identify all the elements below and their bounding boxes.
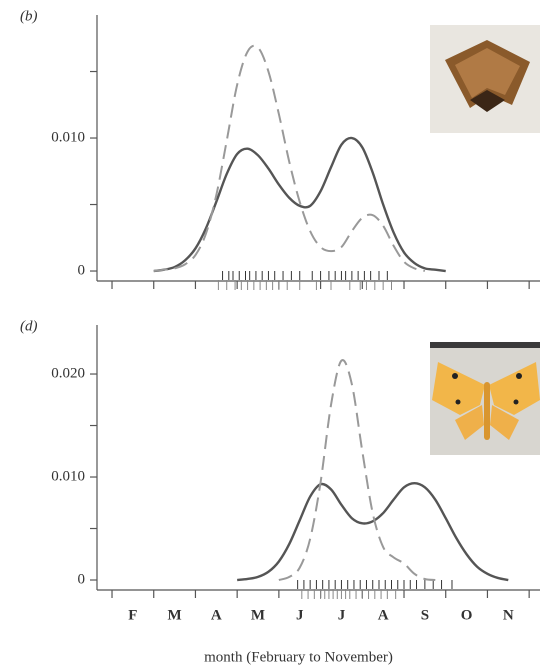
x-tick-label: J [296, 607, 304, 623]
x-tick-label: J [338, 607, 346, 623]
density-line [237, 481, 509, 582]
moth-photo-1 [430, 25, 540, 133]
x-tick-label: O [461, 607, 473, 623]
x-tick-label: S [421, 607, 429, 623]
panel-label: (d) [20, 318, 38, 334]
x-tick-label: M [251, 607, 265, 623]
y-tick-label: 0 [78, 571, 86, 587]
y-tick-label: 0 [78, 262, 86, 278]
x-tick-label: F [128, 607, 137, 623]
x-tick-label: M [168, 607, 182, 623]
density-line [153, 44, 426, 273]
y-tick-label: 0.010 [51, 468, 85, 484]
density-line [153, 136, 446, 273]
y-tick-label: 0.020 [51, 365, 85, 381]
x-tick-label: A [211, 607, 222, 623]
density-line [278, 359, 436, 582]
y-tick-label: 0.010 [51, 129, 85, 145]
panel-label: (b) [20, 8, 38, 24]
moth-photo-2 [430, 342, 540, 455]
x-axis-label: month (February to November) [204, 649, 393, 665]
x-tick-label: N [503, 607, 514, 623]
x-tick-label: A [378, 607, 389, 623]
